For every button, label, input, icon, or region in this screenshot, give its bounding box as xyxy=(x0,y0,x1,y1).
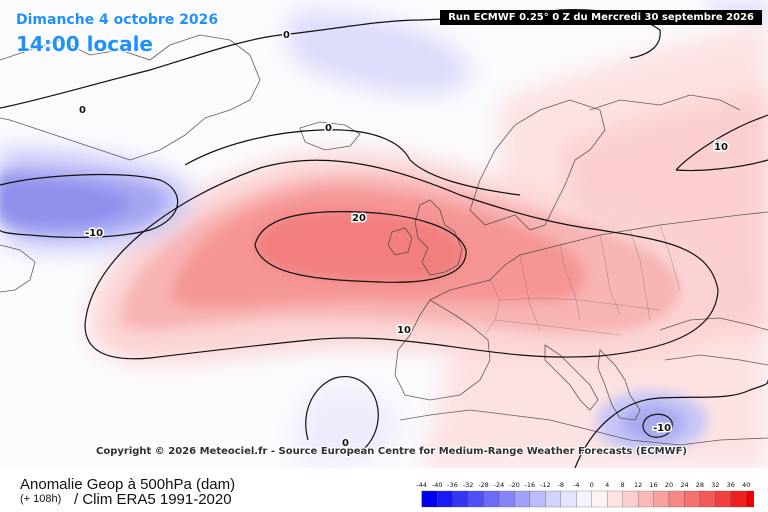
forecast-local-time: 14:00 locale xyxy=(16,32,153,56)
legend-color-swatch xyxy=(498,490,515,508)
contour-label: -10 xyxy=(653,423,671,434)
legend-tick-label: -20 xyxy=(509,481,520,489)
legend-tick-label: -28 xyxy=(478,481,489,489)
legend-tick-label: 36 xyxy=(727,481,735,489)
run-info-badge: Run ECMWF 0.25° 0 Z du Mercredi 30 septe… xyxy=(440,10,762,25)
legend-color-swatch xyxy=(452,490,469,508)
legend-color-swatch xyxy=(576,490,592,508)
legend-color-swatch xyxy=(730,490,747,508)
legend-color-swatch xyxy=(653,490,670,508)
contour-0-sw xyxy=(305,376,379,453)
contour-m10-west xyxy=(0,173,179,239)
variable-title: Anomalie Geop à 500hPa (dam) xyxy=(20,476,236,493)
legend-color-swatch xyxy=(668,490,685,508)
contour-label: 0 xyxy=(79,105,86,116)
legend-tick-label: -4 xyxy=(573,481,579,489)
legend-color-swatch xyxy=(715,490,732,508)
forecast-date: Dimanche 4 octobre 2026 xyxy=(16,12,219,28)
legend-color-swatch xyxy=(437,490,453,508)
legend-tick-label: 24 xyxy=(680,481,688,489)
legend-color-swatch xyxy=(684,490,701,508)
contour-label: -10 xyxy=(85,228,103,239)
legend-color-swatch xyxy=(591,490,608,508)
legend-tick-label: 32 xyxy=(711,481,719,489)
contour-label: 0 xyxy=(714,140,721,151)
weather-map: 0 0 0 0 -10 20 10 10 -10 0 xyxy=(0,0,768,468)
legend-color-swatch xyxy=(637,490,654,508)
legend-tick-label: 0 xyxy=(590,481,594,489)
contour-10-main xyxy=(84,159,719,360)
contour-label-group: 0 0 0 0 -10 20 10 10 -10 0 xyxy=(78,29,730,451)
legend-color-swatch xyxy=(699,490,716,508)
contour-label: 20 xyxy=(352,213,366,224)
legend-tick-label: -24 xyxy=(494,481,505,489)
contour-label: 0 xyxy=(283,30,290,41)
legend-tick-label: 4 xyxy=(605,481,609,489)
legend-tick-label: -16 xyxy=(525,481,536,489)
legend-tick-label: -12 xyxy=(540,481,551,489)
legend-tick-label: 28 xyxy=(696,481,704,489)
climatology-label: / Clim ERA5 1991-2020 xyxy=(74,491,232,508)
contour-label: 0 xyxy=(325,123,332,134)
contour-label: 0 xyxy=(342,438,349,449)
contour-label: 10 xyxy=(714,142,728,153)
legend-color-swatch xyxy=(746,490,754,508)
legend-tick-label: 40 xyxy=(742,481,750,489)
coastlines xyxy=(0,34,768,446)
legend-tick-label: -8 xyxy=(558,481,564,489)
contour-20 xyxy=(254,211,467,283)
legend-color-swatch xyxy=(421,490,438,508)
legend-color-swatch xyxy=(467,490,484,508)
legend-tick-label: 20 xyxy=(665,481,673,489)
color-scale-legend: -44 -40 -36 -32 -28 -24 -20 -16 -12 -8 -4 0 4 8 12 16 20… xyxy=(416,481,754,508)
contour-label: 10 xyxy=(397,325,411,336)
country-borders xyxy=(484,224,681,336)
legend-color-swatch xyxy=(545,490,562,508)
legend-tick-label: 8 xyxy=(621,481,625,489)
contour-0-mid xyxy=(184,129,521,196)
legend-tick-label: -36 xyxy=(447,481,458,489)
legend-color-swatch xyxy=(529,490,546,508)
contour-10-ne xyxy=(675,114,768,171)
legend-color-swatch xyxy=(514,490,531,508)
legend-color-swatch xyxy=(560,490,577,508)
legend-color-swatch xyxy=(483,490,500,508)
copyright-notice: Copyright © 2026 Meteociel.fr - Source E… xyxy=(96,446,687,457)
contour-m10-east xyxy=(642,413,673,438)
lead-time: (+ 108h) xyxy=(20,493,62,505)
contour-0-se xyxy=(574,379,768,468)
legend-tick-label: -32 xyxy=(463,481,474,489)
legend-tick-label: 12 xyxy=(634,481,642,489)
legend-color-swatch xyxy=(622,490,639,508)
legend-tick-label: -40 xyxy=(432,481,443,489)
legend-tick-label: -44 xyxy=(416,481,427,489)
legend-color-swatch xyxy=(607,490,623,508)
legend-tick-label: 16 xyxy=(649,481,657,489)
